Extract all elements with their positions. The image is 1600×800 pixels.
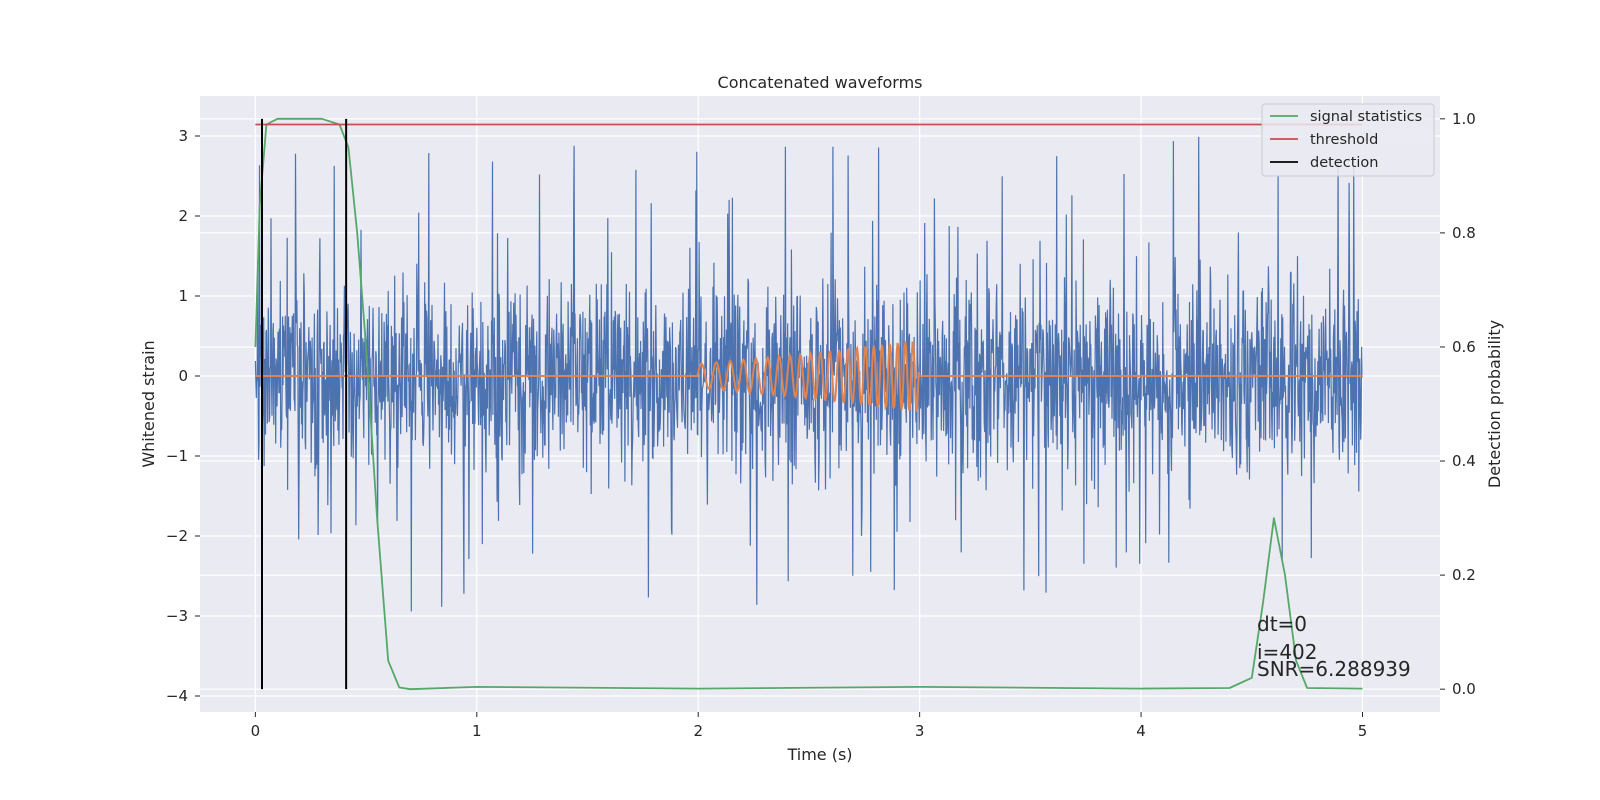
x-tick-label: 4	[1136, 722, 1146, 740]
ticks: 0 1 2 3 4 5 −4 −3 −2 −1 0 1 2 3 0.0 0.2 0.4 0.6 0.8 1.0	[166, 110, 1476, 740]
y-tick-label: −1	[166, 447, 188, 465]
y2-tick-label: 0.8	[1452, 224, 1476, 242]
annotation-snr: SNR=6.288939	[1257, 657, 1411, 681]
signal-statistics-line	[254, 117, 1363, 691]
y2-tick-label: 0.2	[1452, 566, 1476, 584]
annotations: dt=0 i=402 SNR=6.288939	[1257, 612, 1411, 681]
y-tick-label: 1	[178, 287, 188, 305]
y2-tick-label: 0.4	[1452, 452, 1476, 470]
y-tick-label: −4	[166, 687, 188, 705]
x-tick-label: 0	[251, 722, 261, 740]
legend-label-signal-statistics: signal statistics	[1310, 109, 1422, 125]
x-tick-label: 2	[693, 722, 703, 740]
x-axis-label: Time (s)	[786, 745, 852, 764]
y-axis-label: Whitened strain	[139, 340, 158, 467]
y-tick-label: 2	[178, 207, 188, 225]
plot-series	[254, 117, 1364, 691]
y-tick-label: −3	[166, 607, 188, 625]
y2-tick-label: 1.0	[1452, 110, 1476, 128]
x-tick-label: 3	[915, 722, 925, 740]
y2-tick-label: 0.0	[1452, 680, 1476, 698]
legend-label-threshold: threshold	[1310, 132, 1378, 148]
y-tick-label: 3	[178, 127, 188, 145]
y-tick-label: −2	[166, 527, 188, 545]
legend-frame	[1261, 103, 1435, 177]
y-tick-label: 0	[178, 367, 188, 385]
legend-label-detection: detection	[1310, 155, 1378, 171]
y2-tick-label: 0.6	[1452, 338, 1476, 356]
plot-area	[200, 96, 1440, 712]
injected-waveform-line	[255, 341, 1363, 412]
chart-title: Concatenated waveforms	[718, 73, 923, 92]
strain-noise-line	[254, 136, 1364, 612]
y2-axis-label: Detection probability	[1485, 320, 1504, 488]
x-tick-label: 1	[472, 722, 482, 740]
x-tick-label: 5	[1358, 722, 1368, 740]
annotation-index: i=402	[1257, 640, 1318, 664]
annotation-dt: dt=0	[1257, 612, 1307, 636]
legend: signal statistics threshold detection	[1261, 103, 1435, 177]
